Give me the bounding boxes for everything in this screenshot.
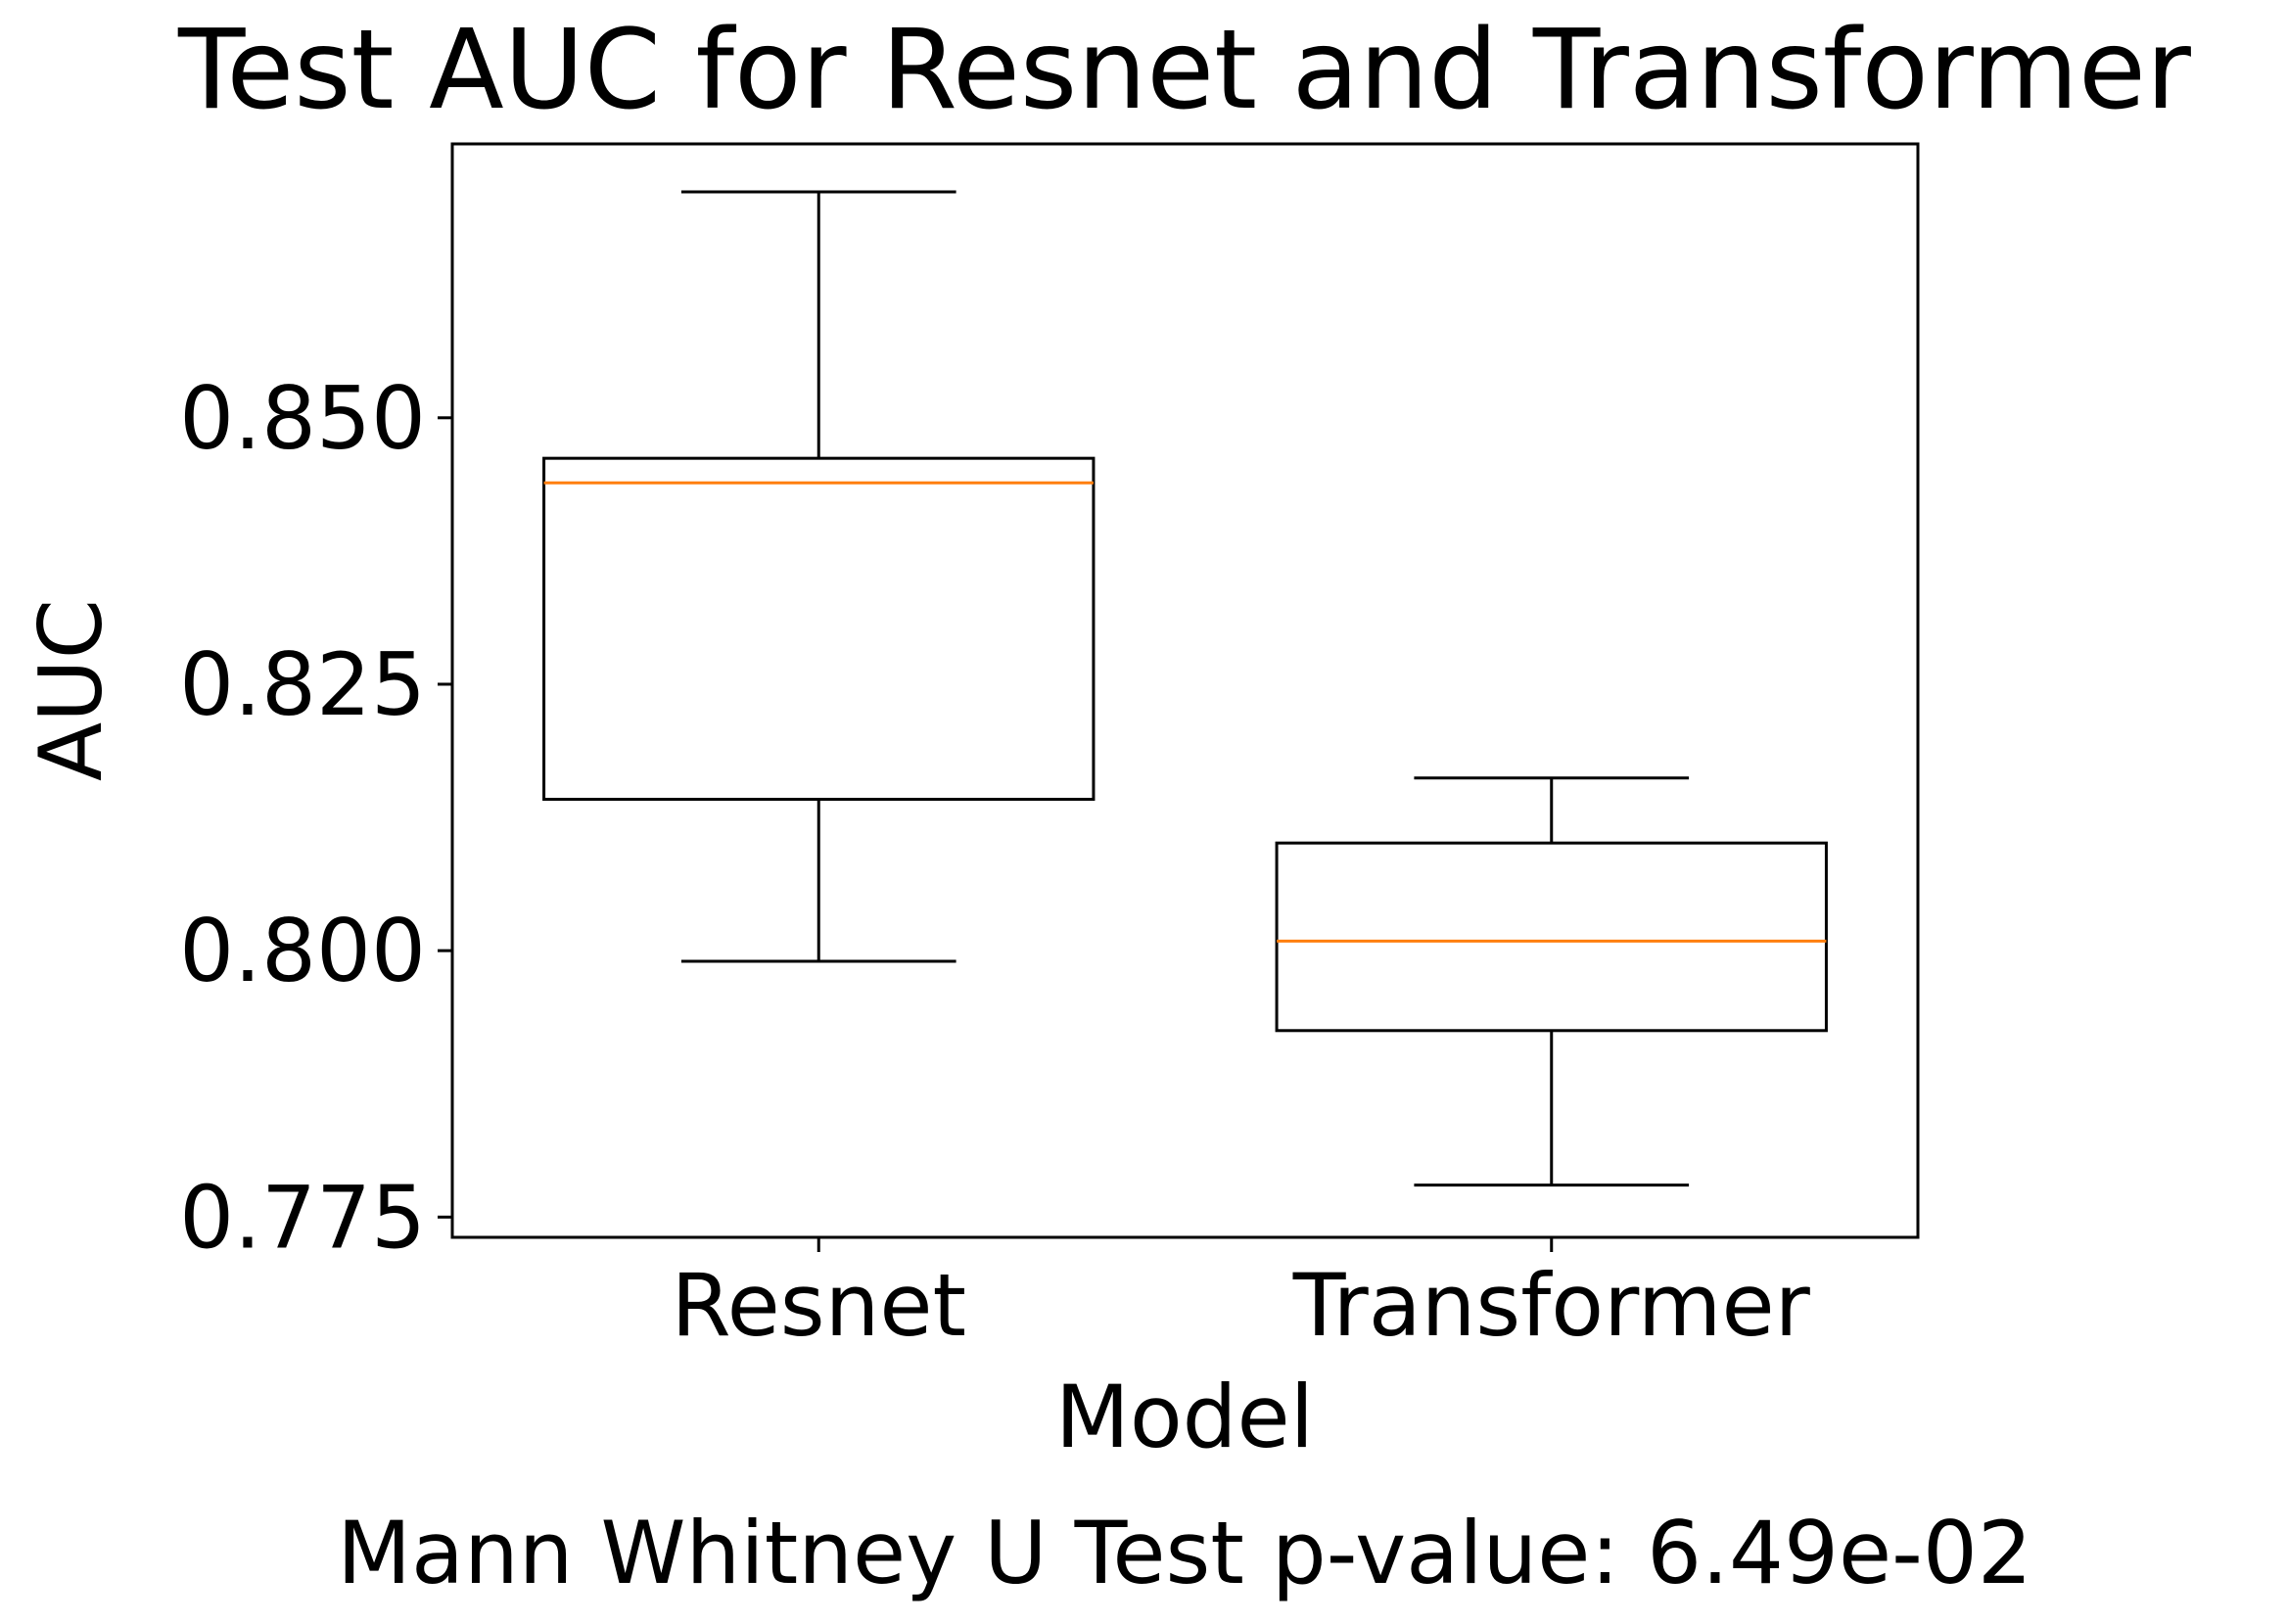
p-value-footnote: Mann Whitney U Test p-value: 6.49e-02 [337,1503,2032,1603]
y-tick-label: 0.850 [179,368,426,469]
iqr-box [542,456,1096,802]
y-tick-label: 0.800 [179,901,426,1001]
plot-frame [450,142,1920,1239]
chart-title: Test AUC for Resnet and Transformer [177,7,2192,134]
y-axis: 0.775 0.800 0.825 0.850 [179,368,452,1268]
plot-area [450,142,1920,1239]
y-tick-label: 0.825 [179,634,426,735]
x-axis: Resnet Transformer [671,1237,1811,1356]
x-axis-label: Model [1055,1367,1314,1467]
y-axis-label: AUC [21,599,121,781]
iqr-box [1275,841,1828,1033]
boxes-layer [542,190,1828,1187]
x-tick-label: Transformer [1292,1255,1811,1356]
x-tick-label: Resnet [671,1255,966,1356]
y-tick-label: 0.775 [179,1167,426,1268]
box-resnet [542,190,1096,963]
box-transformer [1275,776,1828,1187]
